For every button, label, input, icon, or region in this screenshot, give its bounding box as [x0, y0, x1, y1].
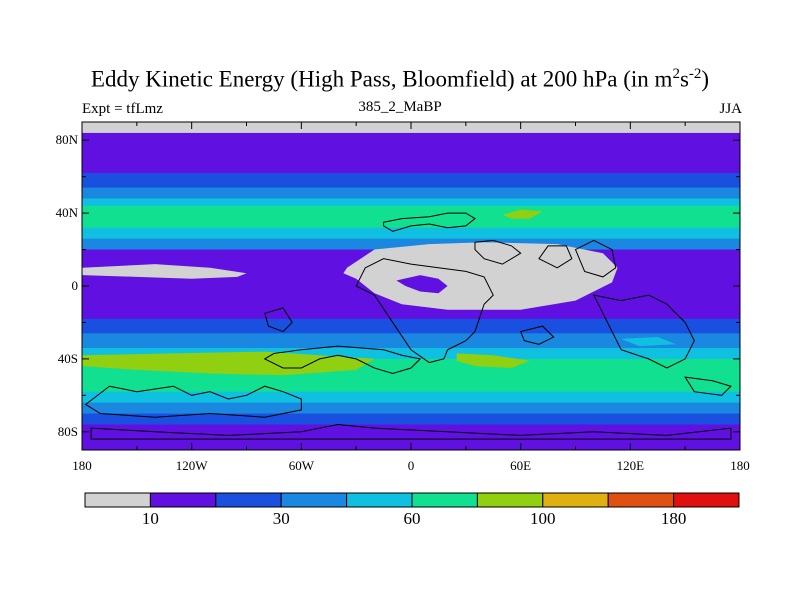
band-6 [82, 227, 740, 240]
region-tropical-low-west [82, 264, 247, 279]
colorbar-swatch [607, 492, 675, 508]
experiment-label: Expt = tfLmz [82, 101, 163, 117]
band-3 [82, 187, 740, 200]
band-16 [82, 391, 740, 404]
xtick-label: 120W [175, 458, 208, 473]
colorbar-swatch [84, 492, 151, 508]
band-17 [82, 402, 740, 415]
band-2 [82, 173, 740, 189]
coastline-6 [263, 345, 422, 374]
ytick-label: 80S [57, 423, 78, 439]
coastline-4 [574, 239, 617, 278]
region-sh-max-band-west [82, 351, 375, 376]
colorbar-swatch [346, 492, 413, 508]
band-15 [82, 373, 740, 393]
xtick-label: 180 [72, 458, 92, 473]
coastline-5 [592, 294, 695, 369]
colorbar-swatch [280, 492, 348, 508]
coastline-2 [474, 239, 522, 265]
ytick-label: 40S [57, 350, 78, 366]
colorbar-swatch [411, 492, 478, 508]
colorbar-swatch [542, 492, 609, 508]
colorbar [84, 492, 740, 508]
colorbar-swatch [149, 492, 217, 508]
chart-title: Eddy Kinetic Energy (High Pass, Bloomfie… [90, 66, 710, 92]
region-tropical-min-patch [396, 275, 448, 294]
band-11 [82, 318, 740, 334]
band-1 [82, 132, 740, 174]
band-18 [82, 413, 740, 425]
season-label: JJA [719, 101, 742, 117]
region-sh-pacific-patch [621, 337, 677, 347]
coastline-1 [355, 258, 494, 364]
colorbar-label: 10 [141, 509, 159, 528]
coastline-11 [519, 325, 555, 345]
xtick-label: 120E [616, 458, 645, 473]
band-5 [82, 205, 740, 229]
band-12 [82, 333, 740, 349]
xtick-label: 60W [288, 458, 314, 473]
colorbar-label: 30 [272, 509, 290, 528]
ytick-label: 80N [55, 132, 78, 148]
region-sh-max-band-east [456, 353, 530, 368]
coastline-8 [90, 423, 732, 440]
xtick-label: 180 [730, 458, 750, 473]
coastline-10 [264, 307, 293, 333]
coastline-0 [383, 212, 476, 232]
band-10 [82, 300, 740, 320]
zonal-bands [82, 122, 740, 450]
run-id-label: 385_2_MaBP [358, 99, 442, 115]
xtick-label: 60E [510, 458, 532, 473]
region-nh-max-patch [502, 209, 543, 219]
colorbar-label: 100 [530, 509, 556, 528]
band-7 [82, 238, 740, 251]
colorbar-swatch [215, 492, 282, 508]
coastline-9 [684, 376, 732, 396]
axis-ticks [81, 122, 741, 450]
colorbar-label: 180 [660, 509, 687, 528]
colorbar-swatch [673, 492, 740, 508]
coastline-3 [538, 245, 573, 269]
colorbar-swatch [476, 492, 544, 508]
band-13 [82, 347, 740, 360]
land-outlines [84, 212, 732, 440]
ytick-label: 40N [55, 205, 78, 221]
band-4 [82, 198, 740, 207]
xtick-label: 0 [407, 458, 415, 473]
ytick-label: 0 [71, 278, 79, 293]
colorbar-label: 60 [403, 509, 421, 528]
coastline-7 [84, 385, 302, 418]
